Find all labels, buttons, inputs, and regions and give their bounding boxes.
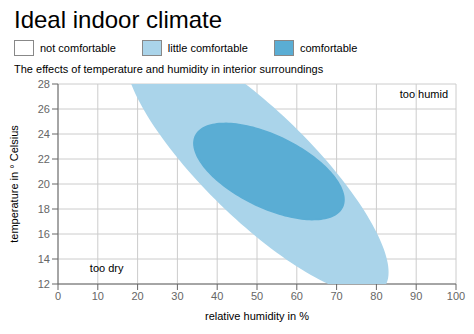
svg-text:60: 60 xyxy=(291,290,303,302)
svg-text:too dry: too dry xyxy=(90,262,124,274)
svg-text:18: 18 xyxy=(38,203,50,215)
svg-text:relative humidity in %: relative humidity in % xyxy=(205,310,309,322)
svg-text:40: 40 xyxy=(211,290,223,302)
html-text:little comfortable: little comfortable xyxy=(167,42,248,54)
svg-text:22: 22 xyxy=(38,153,50,165)
svg-text:too humid: too humid xyxy=(400,88,448,100)
svg-text:90: 90 xyxy=(410,290,422,302)
html-text:comfortable: comfortable xyxy=(299,42,358,54)
html-text:Ideal indoor climate: Ideal indoor climate xyxy=(14,6,223,33)
svg-text:24: 24 xyxy=(38,128,50,140)
svg-text:12: 12 xyxy=(38,278,50,290)
svg-text:26: 26 xyxy=(38,103,50,115)
svg-text:100: 100 xyxy=(447,290,465,302)
svg-text:16: 16 xyxy=(38,228,50,240)
svg-text:0: 0 xyxy=(55,290,61,302)
svg-text:20: 20 xyxy=(38,178,50,190)
svg-text:30: 30 xyxy=(171,290,183,302)
svg-text:10: 10 xyxy=(92,290,104,302)
svg-text:70: 70 xyxy=(330,290,342,302)
html-text:not comfortable: not comfortable xyxy=(40,42,116,54)
svg-text:20: 20 xyxy=(131,290,143,302)
svg-text:14: 14 xyxy=(38,253,50,265)
svg-text:28: 28 xyxy=(38,78,50,90)
html-text:The effects of temperature and: The effects of temperature and humidity … xyxy=(14,63,324,75)
svg-text:80: 80 xyxy=(370,290,382,302)
svg-text:temperature in ° Celsius: temperature in ° Celsius xyxy=(8,125,20,243)
svg-text:50: 50 xyxy=(251,290,263,302)
